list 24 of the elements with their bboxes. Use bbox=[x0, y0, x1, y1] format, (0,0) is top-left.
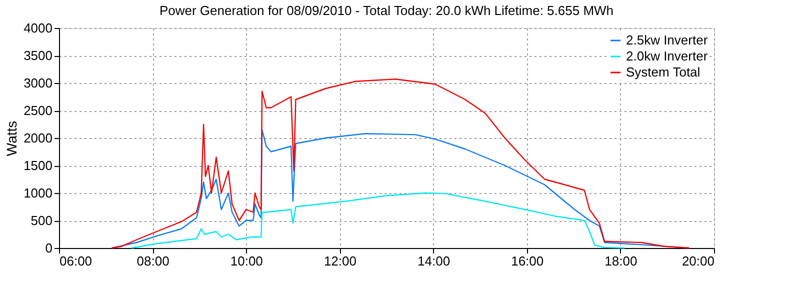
x-tick-label: 14:00 bbox=[418, 254, 450, 268]
legend-label: 2.5kw Inverter bbox=[626, 32, 708, 48]
y-tick-label: 1000 bbox=[24, 186, 52, 200]
y-axis-title: Watts bbox=[4, 120, 20, 156]
y-tick-label: 3000 bbox=[24, 76, 52, 90]
y-tick-label: 2000 bbox=[24, 130, 52, 146]
x-tick-label: 18:00 bbox=[604, 254, 638, 268]
legend-label: 2.0kw Inverter bbox=[626, 48, 708, 64]
legend-label: System Total bbox=[626, 64, 700, 80]
y-tick-label: 2500 bbox=[24, 103, 52, 118]
y-tick-label: 4000 bbox=[24, 20, 52, 36]
x-tick-label: 06:00 bbox=[60, 254, 92, 268]
y-tick-label: 0 bbox=[45, 240, 52, 256]
x-tick-label: 12:00 bbox=[324, 254, 356, 268]
x-tick-label: 20:00 bbox=[682, 254, 714, 268]
x-tick-label: 16:00 bbox=[511, 254, 544, 268]
line-series bbox=[111, 78, 690, 249]
y-tick-label: 1500 bbox=[24, 158, 52, 173]
x-tick-label: 08:00 bbox=[136, 254, 170, 268]
y-tick-label: 3500 bbox=[24, 48, 52, 63]
x-tick-label: 10:00 bbox=[230, 254, 263, 268]
chart-title: Power Generation for 08/09/2010 - Total Today: 20.0 kWh Lifetime: 5.655 MWh bbox=[159, 3, 614, 18]
y-tick-label: 500 bbox=[30, 213, 52, 228]
line-series bbox=[130, 192, 626, 249]
